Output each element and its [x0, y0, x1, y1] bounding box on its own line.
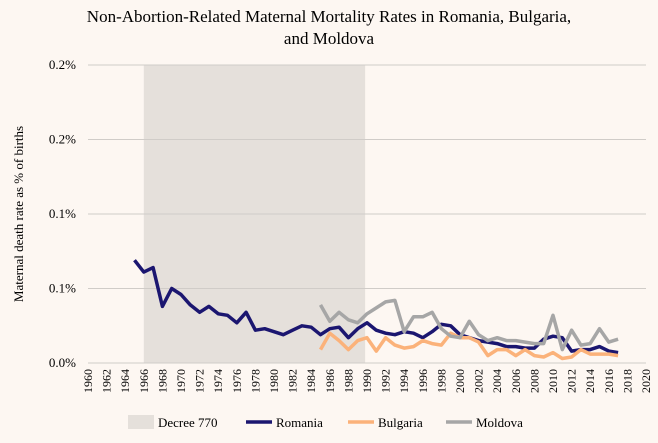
- x-tick-label: 2004: [490, 369, 504, 393]
- chart-title-line-1: Non-Abortion-Related Maternal Mortality …: [87, 7, 571, 26]
- x-tick-label: 2010: [546, 369, 560, 393]
- y-tick-label: 0.2%: [49, 132, 76, 147]
- x-tick-label: 1984: [304, 369, 318, 393]
- y-tick-label: 0.1%: [49, 206, 76, 221]
- legend-swatch-decree-770: [128, 415, 154, 429]
- x-tick-label: 1964: [118, 369, 132, 393]
- x-tick-label: 1960: [81, 369, 95, 393]
- series-line-bulgaria: [318, 331, 619, 361]
- x-tick-label: 2020: [639, 369, 653, 393]
- y-axis-label: Maternal death rate as % of births: [11, 126, 26, 302]
- y-tick-label: 0.2%: [49, 57, 76, 72]
- legend-label: Romania: [276, 415, 323, 430]
- series-line-moldova: [318, 298, 619, 352]
- x-tick-label: 1966: [137, 369, 151, 393]
- x-tick-label: 1976: [230, 369, 244, 393]
- x-tick-label: 1974: [211, 369, 225, 393]
- x-tick-label: 2014: [583, 369, 597, 393]
- x-tick-label: 1972: [193, 369, 207, 393]
- y-tick-label: 0.1%: [49, 281, 76, 296]
- x-tick-label: 1962: [100, 369, 114, 393]
- x-tick-label: 1996: [416, 369, 430, 393]
- x-tick-label: 2006: [509, 369, 523, 393]
- x-tick-label: 1978: [248, 369, 262, 393]
- x-tick-label: 1970: [174, 369, 188, 393]
- x-tick-label: 1992: [379, 369, 393, 393]
- x-tick-label: 2000: [453, 369, 467, 393]
- x-tick-label: 2018: [620, 369, 634, 393]
- legend-label: Moldova: [476, 415, 523, 430]
- x-tick-label: 1994: [397, 369, 411, 393]
- legend-label: Bulgaria: [378, 415, 423, 430]
- x-tick-label: 2012: [565, 369, 579, 393]
- chart-title-line-2: and Moldova: [284, 29, 375, 48]
- x-tick-label: 1980: [267, 369, 281, 393]
- x-tick-label: 2002: [472, 369, 486, 393]
- x-tick-label: 1982: [286, 369, 300, 393]
- x-tick-label: 2008: [527, 369, 541, 393]
- x-tick-label: 1986: [323, 369, 337, 393]
- x-tick-label: 2016: [602, 369, 616, 393]
- y-tick-label: 0.0%: [49, 355, 76, 370]
- x-tick-label: 1990: [360, 369, 374, 393]
- x-tick-label: 1968: [155, 369, 169, 393]
- legend-label: Decree 770: [158, 415, 218, 430]
- x-tick-label: 1988: [341, 369, 355, 393]
- legend: Decree 770 Romania Bulgaria Moldova: [128, 415, 523, 430]
- x-tick-label: 1998: [434, 369, 448, 393]
